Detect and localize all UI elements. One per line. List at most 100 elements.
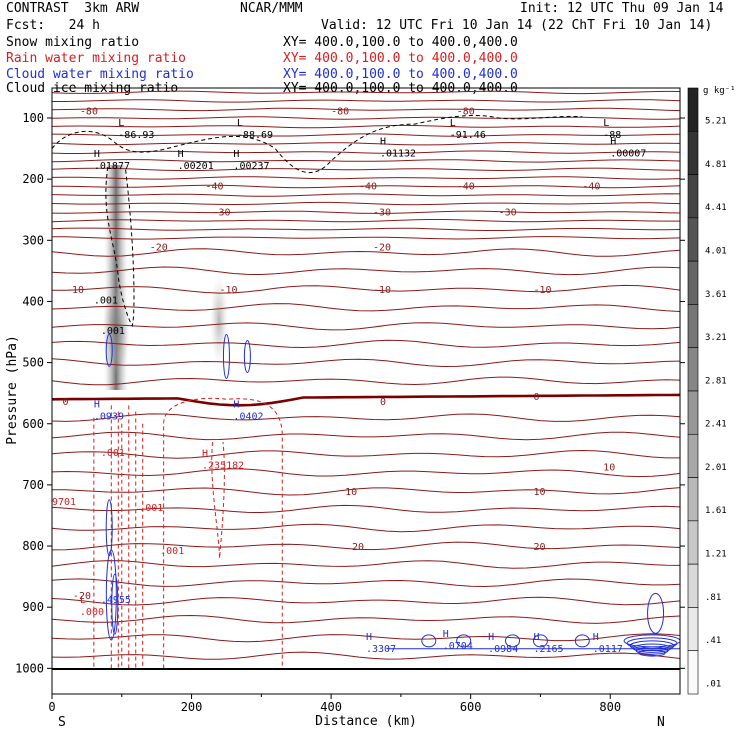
isotherm [52,376,680,386]
colorbar-box [687,217,699,262]
colorbar-box [687,390,699,435]
colorbar-box [687,87,699,132]
isotherm-label: -40 [457,181,475,192]
isotherm [52,107,680,112]
x-tick-label: 200 [181,700,203,714]
isotherm-label: -80 [331,107,349,118]
isotherm [52,184,680,189]
colorbar-box [687,607,699,652]
init-time: Init: 12 UTC Thu 09 Jan 14 [520,1,724,16]
extremum-marker: H [366,632,372,643]
extremum-value: .0984 [488,644,518,655]
isotherm-label: -10 [373,285,391,296]
isotherm [52,284,680,294]
x-tick-label: 800 [599,700,621,714]
extremum-value: -88.69 [237,130,273,141]
colorbar-box [687,477,699,522]
isotherm [52,219,680,223]
cloud-water-contour [105,549,117,641]
field-xy-cloud-water: XY= 400.0,100.0 to 400.0,400.0 [283,67,518,82]
y-axis-label: Pressure (hPa) [5,335,20,445]
colorbar-box [687,174,699,219]
axes: Pressure (hPa) Distance (km) S N 1002003… [5,111,685,730]
extremum-value: .001 [94,295,118,306]
extremum-value: .01877 [94,161,130,172]
colorbar-tick-label: 4.81 [705,160,727,170]
isotherm [52,193,680,197]
extremum-marker: H [488,632,494,643]
extremum-value: -88 [603,130,621,141]
y-tick-label: 800 [22,539,44,553]
isotherm-label: -30 [499,208,517,219]
snow-shading [102,165,228,390]
colorbar: 5.21 4.81 4.41 4.01 3.61 3.21 2.81 2.41 2.01 1.61… [687,87,727,695]
extremum-marker: H [202,448,208,459]
cloud-water-contour [105,333,113,367]
isotherm [52,167,680,172]
extremum-marker: L [118,118,124,129]
y-tick-label: 900 [22,600,44,614]
colorbar-box [687,347,699,392]
isotherm [52,651,680,660]
extremum-value: 9701 [52,497,76,508]
extremum-marker: H [94,149,100,160]
extremum-marker: H [94,400,100,411]
extremum-value: .2165 [533,644,563,655]
colorbar-tick-label: .01 [705,679,721,689]
field-name-cloud-water: Cloud water mixing ratio [6,67,194,82]
isotherm [52,201,680,206]
isotherm [52,614,680,624]
valid-time: Valid: 12 UTC Fri 10 Jan 14 (22 ChT Fri … [321,18,713,33]
extremum-marker: H [233,400,239,411]
isotherm [52,413,680,422]
colorbar-tick-label: 3.21 [705,333,727,343]
isotherm-label: -10 [533,285,551,296]
colorbar-box [687,563,699,608]
isotherm [52,578,680,588]
cloud-water-contour [574,634,590,648]
y-tick-label: 300 [22,233,44,247]
isotherm [52,133,680,137]
temperature-contours [52,90,680,660]
extremum-value: .001 [101,448,125,459]
forecast-hour: Fcst: 24 h [6,18,100,33]
cloud-water-contour [421,634,437,648]
y-tick-label: 500 [22,356,44,370]
ice-contour [52,114,583,173]
y-tick-label: 400 [22,294,44,308]
y-tick-label: 600 [22,417,44,431]
cloud-water-contour [111,573,119,635]
isotherm [52,150,680,154]
contour-labels: -80 -80 -80 -40 -40 -40 -40 -30 -30 -30 -20 -20 -10 -… [52,107,646,655]
isotherm [52,596,680,606]
extremum-value: .4955 [101,595,131,606]
isotherm-label: 20 [352,542,364,553]
extremum-marker: L [237,118,243,129]
model-title: CONTRAST 3km ARW [6,1,140,16]
cloud-water-contour [638,649,666,657]
extremum-marker: H [443,629,449,640]
colorbar-tick-label: 2.81 [705,376,727,386]
extremum-marker: H [610,137,616,148]
isotherm [52,116,680,120]
colorbar-box [687,130,699,175]
colorbar-box [687,260,699,305]
y-tick-label: 200 [22,172,44,186]
colorbar-tick-label: 2.01 [705,463,727,473]
colorbar-tick-label: 1.61 [705,506,727,516]
cloud-water-contour [632,643,672,653]
isotherm-label: -80 [457,107,475,118]
isotherm [52,487,680,496]
field-xy-rain: XY= 400.0,100.0 to 400.0,400.0 [283,51,518,66]
isotherm [52,322,680,331]
plot-frame [51,87,681,695]
x-tick-label: 0 [48,700,55,714]
isotherm-label: -80 [80,107,98,118]
isotherm [52,227,680,231]
colorbar-box [687,520,699,565]
rain-contour [163,397,283,669]
isotherm-label: -10 [219,285,237,296]
extremum-value: .00237 [233,161,269,172]
isotherm [52,210,680,214]
